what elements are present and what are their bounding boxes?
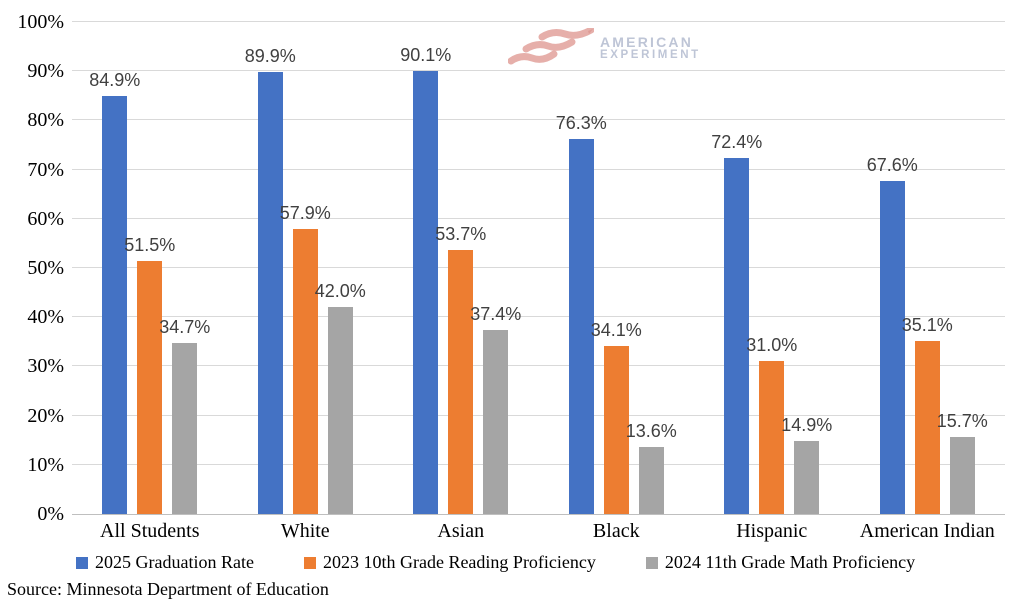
legend-item: 2025 Graduation Rate [76,552,254,573]
value-label: 67.6% [866,155,918,176]
bar-series2-white [292,229,318,514]
y-tick-label: 90% [27,60,64,83]
value-label: 53.7% [435,223,487,244]
y-tick-label: 70% [27,158,64,181]
value-label: 13.6% [625,421,677,442]
y-tick-label: 10% [27,453,64,476]
y-tick-label: 50% [27,257,64,279]
bar-series3-american-indian [949,436,975,514]
x-category-label: Black [592,520,640,542]
gridline [72,217,1005,219]
bar-series1-black [568,138,594,514]
x-category-label: All Students [100,520,200,542]
bar-series1-american-indian [879,181,905,514]
value-label: 84.9% [89,70,141,91]
x-category-label: White [280,520,330,542]
value-label: 34.1% [590,320,642,341]
x-category-label: Hispanic [736,520,808,542]
value-label: 14.9% [781,414,833,435]
y-tick-label: 80% [27,109,64,132]
bar-series3-hispanic [794,440,820,514]
x-axis-line [72,514,1005,515]
value-label: 42.0% [314,281,366,302]
plot-area: 84.9% 51.5% 34.7% 89.9% 57.9% 42.0% 90.1% 53.7%… [72,21,1005,515]
value-label: 57.9% [279,203,331,224]
bar-series3-asian [483,330,509,514]
value-label: 90.1% [400,44,452,65]
bar-series1-hispanic [724,157,750,514]
legend-item: 2023 10th Grade Reading Proficiency [303,552,596,573]
x-category-label: Asian [437,520,485,542]
value-label: 15.7% [936,410,988,431]
value-label: 89.9% [244,45,296,66]
legend-swatch [645,556,658,569]
bar-series1-white [257,71,283,514]
x-category-label: American Indian [859,520,995,542]
gridline [72,70,1005,72]
bar-series2-asian [448,249,474,514]
legend-label: 2024 11th Grade Math Proficiency [664,552,916,572]
legend-swatch [303,556,316,569]
bar-series3-black [638,447,664,514]
bar-series1-asian [413,70,439,514]
y-tick-label: 60% [27,207,64,230]
legend-label: 2023 10th Grade Reading Proficiency [322,552,596,572]
gridline [72,267,1005,268]
value-label: 31.0% [746,335,798,356]
legend: 2025 Graduation Rate 2023 10th Grade Read… [76,552,915,573]
gridline [72,463,1005,465]
value-label: 51.5% [124,234,176,255]
gridline [72,316,1005,318]
bar-series2-american-indian [914,341,940,514]
legend-label: 2025 Graduation Rate [95,552,254,572]
y-tick-label: 30% [27,355,64,378]
bar-series1-all-students [102,96,128,514]
source-note: Source: Minnesota Department of Educatio… [7,579,329,599]
bar-series2-all-students [137,260,163,514]
gridline [72,168,1005,170]
legend-swatch [76,556,88,569]
value-label: 72.4% [711,131,763,152]
bar-series3-white [327,307,353,514]
bar-series2-hispanic [759,361,785,514]
value-label: 37.4% [470,304,522,324]
value-label: 35.1% [901,315,953,336]
bar-series3-all-students [172,343,198,514]
legend-item: 2024 11th Grade Math Proficiency [645,552,916,573]
gridline [72,414,1005,416]
bar-series2-black [603,346,629,514]
gridline [72,365,1005,367]
gridline [72,119,1005,121]
y-tick-label: 40% [27,306,64,329]
y-tick-label: 0% [37,503,64,525]
value-label: 76.3% [555,112,607,133]
value-label: 34.7% [159,317,211,338]
y-tick-label: 100% [17,11,64,33]
y-tick-label: 20% [27,404,64,427]
gridline [72,21,1005,22]
